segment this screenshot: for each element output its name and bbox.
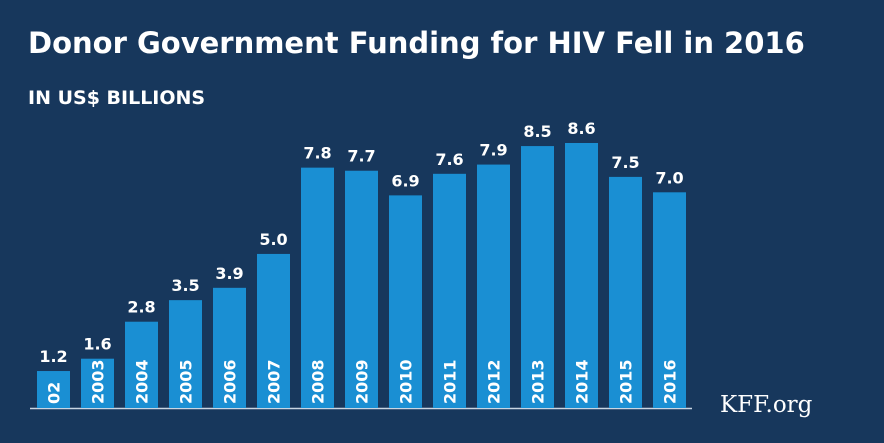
chart-subtitle: IN US$ BILLIONS	[28, 87, 205, 109]
value-label: 7.0	[655, 168, 683, 187]
bar	[389, 195, 422, 408]
bar	[521, 146, 554, 408]
x-tick-label: 2007	[265, 359, 284, 404]
value-label: 6.9	[391, 171, 419, 190]
bar	[37, 371, 70, 408]
bar	[81, 358, 114, 408]
x-tick-label: 2006	[221, 359, 240, 404]
value-label: 3.9	[215, 264, 243, 283]
bar	[125, 321, 158, 408]
x-tick-label: 2008	[309, 359, 328, 404]
value-label: 7.6	[435, 150, 463, 169]
x-tick-label: 2012	[485, 359, 504, 404]
value-label: 2.8	[127, 298, 155, 317]
value-label: 1.6	[83, 335, 111, 354]
value-label: 8.6	[567, 119, 595, 138]
value-label: 7.5	[611, 153, 639, 172]
bar	[433, 173, 466, 408]
x-tick-label: 2005	[177, 359, 196, 404]
value-label: 7.7	[347, 147, 375, 166]
chart-title: Donor Government Funding for HIV Fell in…	[28, 26, 805, 60]
value-label: 7.8	[303, 144, 331, 163]
bar	[653, 192, 686, 408]
bar	[257, 253, 290, 408]
bar	[565, 143, 598, 408]
x-tick-label: 02	[45, 382, 64, 404]
x-tick-label: 2010	[397, 359, 416, 404]
x-tick-label: 2014	[573, 359, 592, 404]
value-label: 1.2	[39, 347, 67, 366]
bar	[301, 167, 334, 408]
bar	[345, 170, 378, 408]
bar	[169, 300, 202, 408]
x-tick-label: 2016	[661, 359, 680, 404]
x-tick-label: 2013	[529, 359, 548, 404]
value-label: 5.0	[259, 230, 287, 249]
value-label: 8.5	[523, 122, 551, 141]
bar	[609, 176, 642, 408]
x-tick-label: 2004	[133, 359, 152, 404]
x-tick-label: 2009	[353, 359, 372, 404]
bar	[213, 287, 246, 408]
x-tick-label: 2003	[89, 359, 108, 404]
value-label: 7.9	[479, 141, 507, 160]
x-tick-label: 2011	[441, 359, 460, 404]
bar	[477, 164, 510, 408]
x-tick-label: 2015	[617, 359, 636, 404]
source: KFF.org	[720, 392, 813, 418]
value-label: 3.5	[171, 276, 199, 295]
